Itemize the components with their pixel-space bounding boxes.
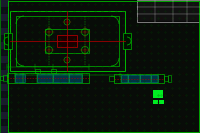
Bar xyxy=(0,14,8,20)
Bar xyxy=(138,7,154,14)
Bar xyxy=(174,7,186,14)
Bar xyxy=(0,91,8,97)
Bar xyxy=(0,98,8,105)
Bar xyxy=(153,100,158,104)
Bar xyxy=(0,49,8,55)
Bar xyxy=(174,14,186,20)
Bar xyxy=(0,112,8,119)
Bar xyxy=(156,1,172,7)
Bar xyxy=(4,33,12,49)
Bar xyxy=(37,74,53,82)
Bar xyxy=(128,75,140,82)
Bar xyxy=(121,75,128,82)
Bar xyxy=(137,0,200,22)
Bar xyxy=(109,76,114,81)
Bar xyxy=(138,14,154,20)
Bar xyxy=(0,7,8,14)
Bar xyxy=(0,42,8,49)
Bar xyxy=(168,75,171,82)
Bar xyxy=(123,33,131,49)
Bar xyxy=(0,0,8,7)
Bar xyxy=(188,1,198,7)
Bar xyxy=(159,100,164,104)
Bar xyxy=(0,56,8,63)
Bar xyxy=(57,35,77,47)
Bar xyxy=(140,75,151,82)
Bar xyxy=(0,76,3,80)
Bar xyxy=(15,74,25,82)
Bar xyxy=(114,74,164,83)
Bar xyxy=(151,75,158,82)
Bar xyxy=(0,126,8,132)
Bar xyxy=(45,29,89,53)
Bar xyxy=(0,119,8,126)
Bar xyxy=(0,105,8,111)
Bar xyxy=(188,14,198,20)
Bar xyxy=(0,35,8,41)
Bar xyxy=(10,11,125,71)
Bar xyxy=(35,69,40,73)
Bar xyxy=(0,77,8,84)
Bar xyxy=(69,74,82,82)
Bar xyxy=(164,76,168,81)
Bar xyxy=(0,21,8,28)
Bar xyxy=(138,1,154,7)
Bar xyxy=(53,74,69,82)
Bar xyxy=(153,90,163,98)
Bar xyxy=(7,73,89,83)
Bar xyxy=(0,0,8,133)
Bar xyxy=(0,63,8,70)
Bar xyxy=(0,28,8,34)
Bar xyxy=(156,7,172,14)
Bar xyxy=(0,84,8,90)
Bar xyxy=(188,7,198,14)
Bar xyxy=(0,70,8,76)
Bar xyxy=(174,1,186,7)
Bar xyxy=(3,75,7,81)
Bar xyxy=(16,16,119,66)
Bar xyxy=(51,69,56,73)
Bar xyxy=(156,14,172,20)
